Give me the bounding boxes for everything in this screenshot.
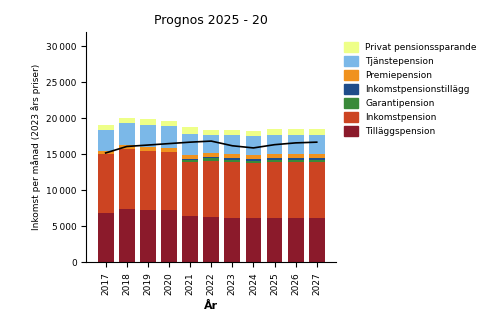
Bar (224, 135, 240, 154)
Bar (204, 156, 219, 158)
Bar (98, 151, 114, 154)
Bar (224, 130, 240, 135)
Bar (245, 161, 261, 163)
Bar (140, 147, 156, 151)
Bar (98, 130, 114, 151)
Bar (182, 155, 198, 159)
Bar (98, 154, 114, 213)
Bar (288, 129, 303, 135)
Bar (182, 162, 198, 216)
Bar (266, 218, 282, 262)
Bar (309, 129, 324, 135)
Bar (224, 160, 240, 162)
Bar (161, 151, 177, 210)
Bar (161, 121, 177, 126)
Bar (245, 136, 261, 155)
Bar (204, 217, 219, 262)
Bar (266, 129, 282, 135)
Bar (288, 155, 303, 158)
Title: Prognos 2025 - 20: Prognos 2025 - 20 (154, 14, 268, 27)
Bar (119, 145, 135, 148)
Bar (224, 162, 240, 218)
Bar (309, 160, 324, 162)
Legend: Privat pensionssparande (IPS), Tjänstepension, Premiepension, Inkomstpensionstil: Privat pensionssparande (IPS), Tjänstepe… (341, 38, 480, 140)
Bar (288, 158, 303, 160)
Bar (182, 127, 198, 133)
Bar (204, 161, 219, 217)
Bar (288, 135, 303, 154)
Bar (161, 210, 177, 262)
Bar (245, 155, 261, 159)
X-axis label: År: År (204, 300, 218, 311)
Bar (98, 125, 114, 130)
Bar (161, 126, 177, 148)
Bar (204, 158, 219, 161)
Bar (98, 213, 114, 262)
Bar (245, 159, 261, 161)
Bar (140, 210, 156, 262)
Bar (140, 119, 156, 125)
Bar (224, 155, 240, 158)
Bar (288, 162, 303, 218)
Bar (288, 218, 303, 262)
Bar (204, 130, 219, 135)
Bar (140, 125, 156, 147)
Bar (266, 162, 282, 218)
Bar (309, 135, 324, 154)
Bar (182, 159, 198, 160)
Bar (204, 153, 219, 156)
Bar (119, 148, 135, 209)
Bar (182, 133, 198, 155)
Bar (309, 218, 324, 262)
Bar (266, 135, 282, 154)
Bar (266, 160, 282, 162)
Bar (182, 216, 198, 262)
Bar (119, 118, 135, 124)
Bar (309, 162, 324, 218)
Bar (266, 155, 282, 158)
Bar (224, 218, 240, 262)
Bar (288, 160, 303, 162)
Bar (224, 158, 240, 160)
Bar (266, 158, 282, 160)
Bar (245, 218, 261, 262)
Bar (182, 160, 198, 162)
Bar (245, 131, 261, 136)
Bar (245, 163, 261, 218)
Bar (140, 151, 156, 210)
Bar (161, 148, 177, 151)
Bar (119, 124, 135, 145)
Bar (119, 209, 135, 262)
Bar (309, 155, 324, 158)
Y-axis label: Inkomst per månad (2023 års priser): Inkomst per månad (2023 års priser) (31, 64, 41, 230)
Bar (204, 135, 219, 153)
Bar (309, 158, 324, 160)
